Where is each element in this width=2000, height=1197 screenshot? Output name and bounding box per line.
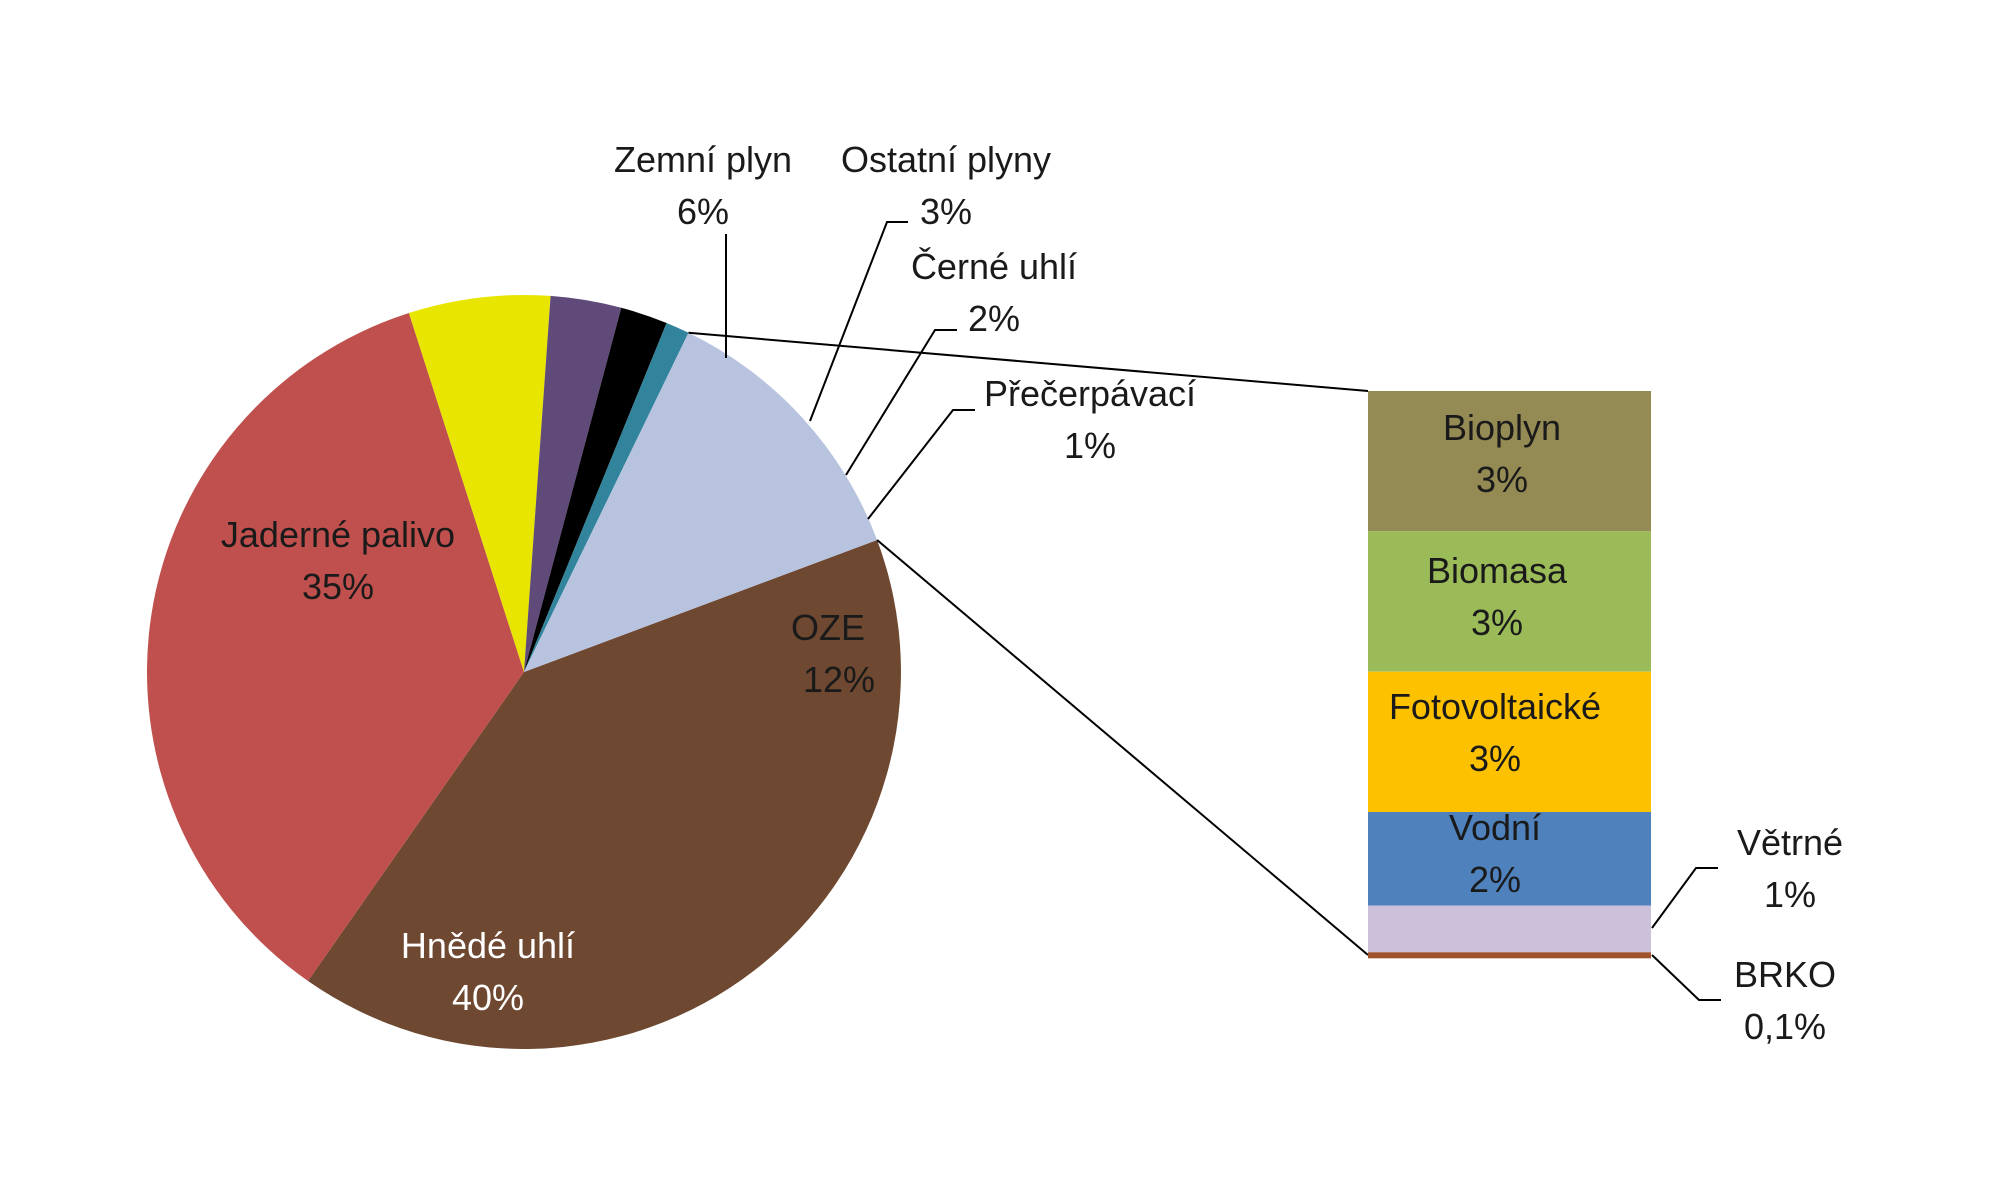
slice-zemni-plyn — [408, 294, 551, 672]
label-oze: OZE — [791, 607, 865, 648]
leader-line-vetrne — [1651, 867, 1718, 929]
label-vetrne: Větrné — [1737, 822, 1843, 863]
oze-stacked-bar — [1368, 391, 1651, 959]
value-zemni-plyn: 6% — [677, 191, 729, 232]
value-biomasa: 3% — [1471, 602, 1523, 643]
segment-fotovoltaicke — [1368, 671, 1651, 812]
slice-cerne-uhli — [524, 307, 667, 672]
connector-line-top — [688, 331, 1369, 392]
slice-hnede-uhli — [308, 540, 901, 1049]
value-ostatni-plyny: 3% — [920, 191, 972, 232]
segment-brko — [1368, 952, 1651, 959]
label-precerpavaci: Přečerpávací — [984, 373, 1196, 414]
segment-vetrne — [1368, 905, 1651, 953]
leader-line-cerne-uhli — [845, 329, 957, 476]
leader-line-ostatni-plyny — [809, 221, 908, 422]
value-fotovoltaicke: 3% — [1469, 738, 1521, 779]
value-vodni: 2% — [1469, 859, 1521, 900]
value-jaderne-palivo: 35% — [302, 566, 374, 607]
label-jaderne-palivo: Jaderné palivo — [221, 514, 455, 555]
value-hnede-uhli: 40% — [452, 977, 524, 1018]
label-hnede-uhli: Hnědé uhlí — [401, 925, 575, 966]
slice-oze — [524, 332, 878, 672]
value-vetrne: 1% — [1764, 874, 1816, 915]
leader-line-brko — [1651, 954, 1721, 1001]
label-brko: BRKO — [1734, 954, 1836, 995]
slice-jaderne-palivo — [146, 313, 524, 981]
value-bioplyn: 3% — [1476, 459, 1528, 500]
value-oze: 12% — [803, 659, 875, 700]
label-biomasa: Biomasa — [1427, 550, 1568, 591]
label-cerne-uhli: Černé uhlí — [911, 246, 1077, 287]
label-ostatni-plyny: Ostatní plyny — [841, 139, 1051, 180]
value-brko: 0,1% — [1744, 1006, 1826, 1047]
segment-bioplyn — [1368, 391, 1651, 532]
label-vodni: Vodní — [1449, 807, 1541, 848]
slice-ostatni-plyny — [524, 295, 622, 672]
segment-biomasa — [1368, 531, 1651, 672]
label-zemni-plyn: Zemní plyn — [614, 139, 792, 180]
slice-precerpavaci — [524, 323, 689, 672]
pie — [146, 294, 901, 1049]
connector-line-bottom — [876, 539, 1369, 956]
segment-vodni — [1368, 812, 1651, 906]
value-precerpavaci: 1% — [1064, 425, 1116, 466]
value-cerne-uhli: 2% — [968, 298, 1020, 339]
label-bioplyn: Bioplyn — [1443, 407, 1561, 448]
leader-line-precerpavaci — [867, 409, 975, 520]
label-fotovoltaicke: Fotovoltaické — [1389, 686, 1601, 727]
